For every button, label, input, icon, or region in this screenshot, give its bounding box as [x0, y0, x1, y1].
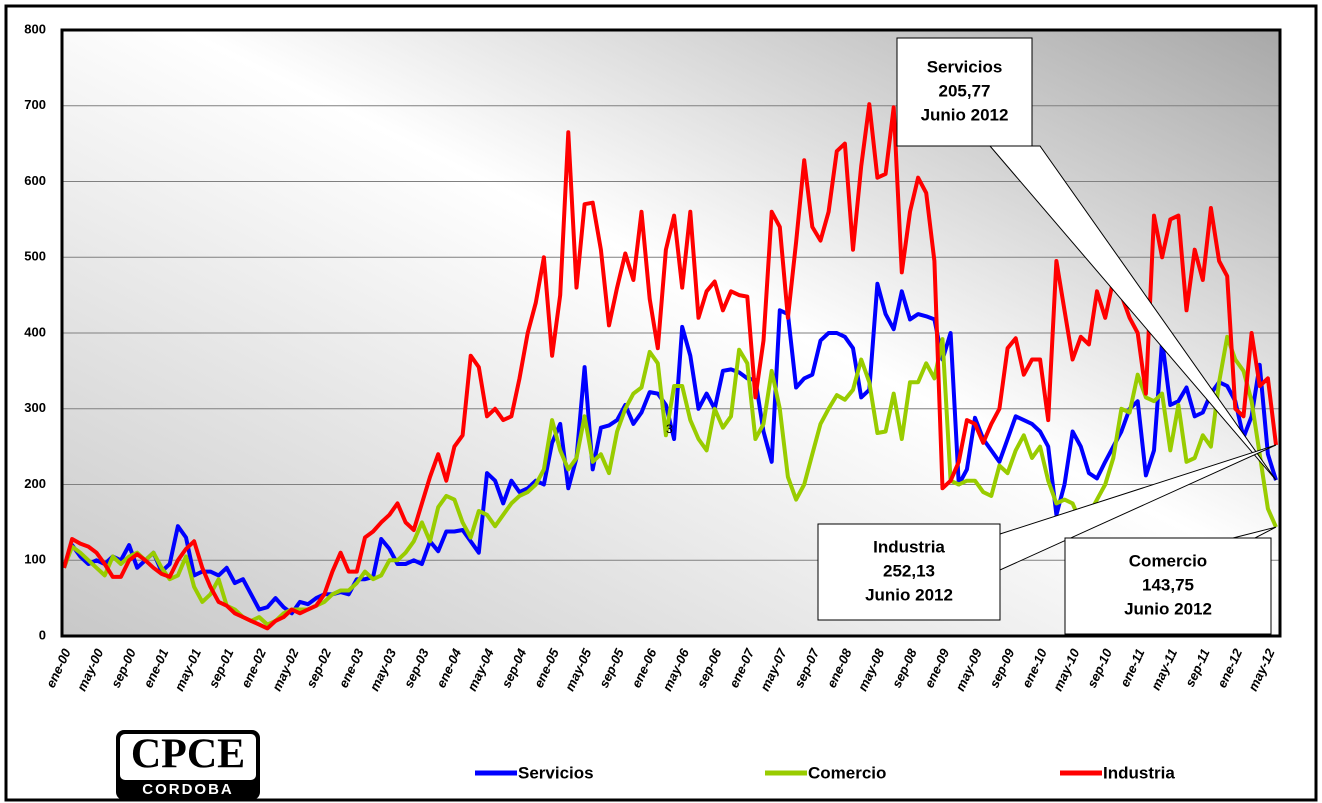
callout-text: Junio 2012 — [921, 105, 1009, 124]
legend-label: Industria — [1103, 763, 1175, 782]
y-tick-label: 200 — [24, 476, 46, 491]
callout-text: Comercio — [1129, 551, 1207, 570]
legend-label: Servicios — [518, 763, 594, 782]
callout-text: 143,75 — [1142, 575, 1194, 594]
y-tick-label: 300 — [24, 400, 46, 415]
logo-subtext: CORDOBA — [142, 781, 234, 798]
callout-text: 252,13 — [883, 561, 935, 580]
y-tick-label: 700 — [24, 97, 46, 112]
callout-text: Industria — [873, 537, 945, 556]
y-tick-label: 600 — [24, 173, 46, 188]
y-tick-label: 100 — [24, 552, 46, 567]
callout-text: 205,77 — [939, 81, 991, 100]
y-tick-label: 800 — [24, 21, 46, 36]
series-line — [62, 334, 1278, 627]
plot-border — [60, 28, 1282, 638]
series-line — [62, 102, 1278, 631]
callout-box — [817, 523, 1001, 621]
callout-box — [1064, 537, 1272, 635]
legend-label: Comercio — [808, 763, 886, 782]
callout-text: Servicios — [927, 57, 1003, 76]
callout-text: Junio 2012 — [1124, 599, 1212, 618]
stray-label: 3 — [666, 422, 673, 436]
callout-text: Junio 2012 — [865, 585, 953, 604]
y-tick-label: 500 — [24, 249, 46, 264]
y-tick-label: 400 — [24, 324, 46, 339]
logo-inner — [120, 734, 256, 780]
logo-text: CPCE — [131, 732, 245, 778]
logo: CPCE CORDOBA — [116, 730, 260, 800]
y-tick-label: 0 — [39, 627, 46, 642]
callout-box — [896, 37, 1033, 147]
